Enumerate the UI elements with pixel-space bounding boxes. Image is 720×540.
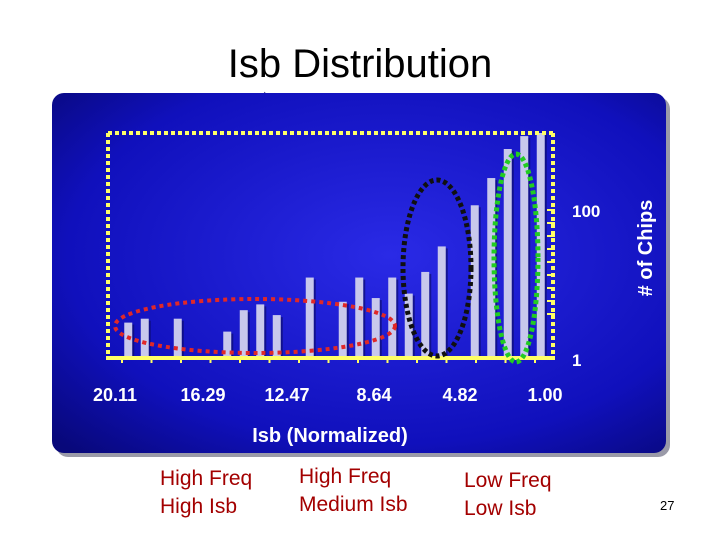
slide-title: Isb Distribution [227,42,493,86]
x-tick-label: 4.82 [442,385,477,405]
bar [256,304,267,360]
bar [239,310,250,360]
caption-low-freq-low-isb: Low Freq Low Isb [464,467,552,523]
bar-body [470,205,479,358]
black-ellipse [400,177,474,359]
bar [437,246,448,360]
bar [223,331,234,360]
bar [338,301,349,360]
x-tick-label: 12.47 [264,385,309,405]
x-tick-label: 20.11 [93,385,137,405]
x-tick-label: 1.00 [527,385,562,405]
bar-body [520,136,529,358]
bar [272,315,283,360]
axes-group [106,131,555,363]
bar [388,277,399,360]
y-axis-title: # of Chips [635,200,657,297]
bar-body [437,246,446,358]
caption-high-freq-medium-isb: High Freq Medium Isb [299,463,408,519]
axis-labels: 20.11 16.29 12.47 8.64 4.82 1.00 100 1 Isb (Norm… [93,200,657,447]
bar-body [421,271,430,358]
x-tick-label: 8.64 [356,385,391,405]
bar [536,133,547,360]
bar [173,318,184,360]
bar-body [272,315,281,358]
bar-body [305,277,314,358]
bar [371,298,382,360]
y-tick-label: 100 [572,202,600,221]
bar-body [503,149,512,358]
bar [355,277,366,360]
bar-body [388,277,397,358]
x-axis-title: Isb (Normalized) [252,425,408,447]
bar [140,318,151,360]
red-ellipse [113,297,397,355]
x-tick-label: 16.29 [180,385,225,405]
bar [421,271,432,360]
caption-line: High Isb [160,495,238,518]
caption-line: High Freq [160,467,253,490]
caption-line: Medium Isb [299,493,408,516]
bar-body [173,318,182,358]
bar [487,178,498,360]
caption-line: Low Isb [464,497,537,520]
bar-body [140,318,149,358]
bar-body [256,304,265,358]
caption-line: High Freq [299,465,392,488]
annotation-rings [113,151,541,365]
bar-body [487,178,496,358]
bar [124,322,135,360]
caption-high-freq-high-isb: High Freq High Isb [160,465,252,521]
bar-body [536,133,545,358]
y-tick-label: 1 [572,351,581,370]
bar [503,149,514,360]
bar-body [239,310,248,358]
bar [520,136,531,360]
bar [305,277,316,360]
caption-line: Low Freq [464,469,552,492]
bar-body [124,322,133,358]
bar-body [355,277,364,358]
page-number: 27 [660,498,675,513]
bar-body [338,301,347,358]
green-ellipse [491,151,541,365]
bar-body [371,298,380,358]
bar-body [223,331,232,358]
bar [470,205,481,360]
